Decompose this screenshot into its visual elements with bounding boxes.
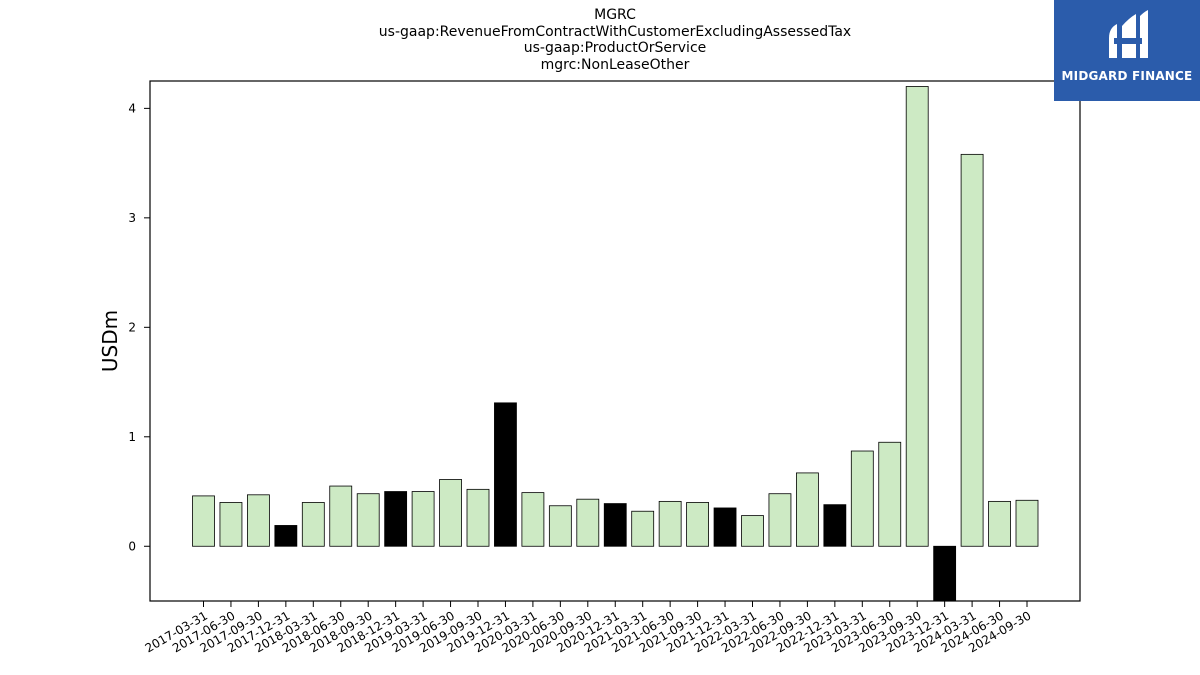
y-tick-label: 3: [128, 211, 136, 225]
bar-2023-09-30: [905, 86, 929, 547]
bar-2022-12-31: [823, 504, 847, 547]
bar-2019-09-30: [466, 488, 490, 547]
x-axis: 2017-03-312017-06-302017-09-302017-12-31…: [143, 601, 1034, 655]
chart-title-line-4: mgrc:NonLeaseOther: [540, 57, 690, 73]
bar-2020-09-30: [576, 498, 600, 547]
bar-2019-03-31: [411, 491, 435, 547]
y-tick-label: 1: [128, 430, 136, 444]
logo-text: MIDGARD FINANCE: [1061, 69, 1193, 83]
bar-2021-09-30: [686, 502, 709, 547]
y-tick-label: 2: [128, 320, 136, 334]
bar-2022-09-30: [796, 472, 819, 547]
y-tick-label: 0: [128, 539, 136, 553]
y-tick-label: 4: [128, 101, 136, 115]
y-axis: 0 1 2 3 4: [128, 101, 150, 553]
bar-2023-06-30: [878, 441, 902, 547]
bar-2021-03-31: [631, 510, 655, 547]
bar-2021-12-31: [713, 507, 737, 547]
bar-2021-06-30: [658, 500, 682, 547]
chart-title-line-2: us-gaap:RevenueFromContractWithCustomerE…: [378, 24, 852, 40]
bar-2022-06-30: [768, 493, 792, 547]
bar-2018-03-31: [301, 502, 325, 547]
bar-2017-06-30: [219, 502, 243, 547]
bar-2018-06-30: [329, 485, 353, 547]
bar-2024-03-31: [960, 153, 984, 547]
bar-2018-09-30: [356, 493, 380, 547]
bar-2020-12-31: [603, 503, 627, 547]
midgard-finance-logo: MIDGARD FINANCE: [1054, 0, 1200, 101]
bar-2017-09-30: [246, 494, 270, 547]
bar-2017-03-31: [192, 495, 215, 547]
bar-2020-03-31: [521, 492, 545, 547]
logo-mark-icon: [1109, 10, 1148, 58]
bar-2024-09-30: [1015, 499, 1039, 547]
bar-2023-03-31: [850, 450, 874, 547]
bar-2017-12-31: [274, 525, 298, 547]
bar-2018-12-31: [384, 491, 408, 547]
bar-2020-06-30: [548, 505, 572, 547]
bar-2023-12-31: [933, 545, 957, 602]
bar-2019-06-30: [439, 479, 462, 547]
chart-title-line-3: us-gaap:ProductOrService: [523, 40, 707, 56]
chart-title-line-1: MGRC: [594, 7, 636, 23]
bar-2024-06-30: [988, 500, 1011, 547]
bar-2019-12-31: [494, 402, 517, 547]
bars-group: [192, 86, 1039, 602]
y-axis-label: USDm: [98, 310, 122, 372]
bar-2022-03-31: [741, 515, 764, 547]
